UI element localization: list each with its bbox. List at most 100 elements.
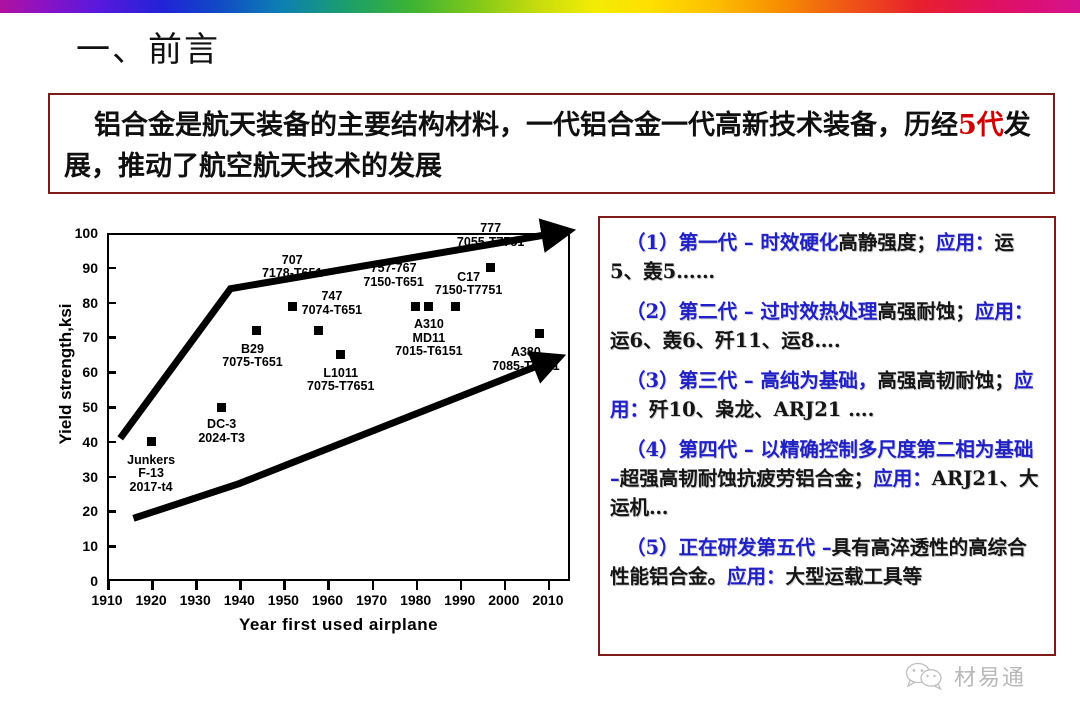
x-tick-label: 2000 xyxy=(488,592,520,608)
y-tick-label: 100 xyxy=(74,225,98,241)
generation-segment: ARJ21、大运机… xyxy=(610,467,1039,519)
x-tick-mark xyxy=(283,581,286,590)
generation-segment: 高强耐蚀； xyxy=(877,300,975,323)
y-tick-mark xyxy=(107,371,116,374)
generation-segment: （4）第四代 – 以精确控制多尺度第二相为基础 – xyxy=(610,438,1034,490)
data-point-marker xyxy=(411,301,421,311)
data-point-label: 757-767 7150-T651 xyxy=(363,261,424,289)
statement-part-1: 铝合金是航天装备的主要结构材料，一代铝合金一代高新技术装备，历经 xyxy=(94,110,958,141)
y-tick-mark xyxy=(107,440,116,444)
data-point-marker xyxy=(336,350,346,360)
y-tick-mark xyxy=(107,266,116,270)
y-tick-mark xyxy=(107,336,116,339)
data-point-marker xyxy=(486,263,496,273)
y-tick-label: 30 xyxy=(82,468,98,485)
x-tick-label: 1940 xyxy=(223,592,255,608)
x-tick-mark xyxy=(107,581,110,590)
x-tick-mark xyxy=(547,581,551,590)
x-tick-mark xyxy=(415,581,419,590)
generation-segment: （3）第三代 – 高纯为基础， xyxy=(626,369,878,392)
y-tick-label: 10 xyxy=(82,538,98,555)
generation-segment: 运6、轰6、歼11、运8…. xyxy=(610,329,841,352)
x-tick-mark xyxy=(151,581,154,590)
x-tick-mark xyxy=(503,581,507,590)
page-title: 一、前言 xyxy=(76,30,220,70)
x-tick-label: 1960 xyxy=(311,592,344,608)
y-tick-mark xyxy=(107,545,116,548)
rainbow-divider-bar xyxy=(0,0,1080,13)
y-tick-label: 60 xyxy=(82,364,98,381)
data-point-label: 747 7074-T651 xyxy=(301,289,363,317)
generation-item-gen-3: （3）第三代 – 高纯为基础，高强高韧耐蚀；应用：歼10、枭龙、ARJ21 …. xyxy=(610,366,1042,424)
data-point-label: L1011 7075-T7651 xyxy=(306,365,375,394)
data-point-label: 707 7178-T651 xyxy=(261,252,323,280)
x-tick-mark xyxy=(327,581,330,590)
statement-text: 铝合金是航天装备的主要结构材料，一代铝合金一代高新技术装备，历经5代发展，推动了… xyxy=(64,105,1039,187)
y-tick-label: 20 xyxy=(82,503,98,520)
yield-strength-chart: 0 10 20 30 40 50 60 70 80 90 100 1910 1920 1930 1940 1… xyxy=(40,214,585,639)
generation-segment: 应用： xyxy=(610,369,1034,421)
data-point-label: DC-3 2024-T3 xyxy=(198,417,245,445)
generations-list: （1）第一代 – 时效硬化高静强度；应用：运5、轰5…… （2）第二代 – 过时效… xyxy=(610,228,1042,591)
y-tick-label: 80 xyxy=(82,294,98,311)
data-point-marker xyxy=(450,301,460,311)
x-axis-title: Year first used airplane xyxy=(238,615,439,634)
y-tick-label: 50 xyxy=(82,399,98,415)
statement-part-2: 发展，推动了航空航天技术的发展 xyxy=(64,110,1031,182)
data-point-label: A380 7085-T7651 xyxy=(492,345,560,373)
data-point-label: C17 7150-T7751 xyxy=(434,269,503,298)
data-point-marker xyxy=(287,301,297,311)
x-tick-label: 1920 xyxy=(135,592,167,608)
generation-segment: 高静强度； xyxy=(838,231,936,254)
watermark: 材易通 xyxy=(905,660,1026,692)
y-tick-label: 0 xyxy=(90,573,98,589)
generation-item-gen-4: （4）第四代 – 以精确控制多尺度第二相为基础 –超强高韧耐蚀抗疲劳铝合金；应用… xyxy=(610,435,1042,522)
x-tick-label: 1990 xyxy=(444,592,476,608)
generation-segment: （2）第二代 – 过时效热处理 xyxy=(626,300,878,323)
data-point-marker xyxy=(314,325,324,335)
x-tick-mark xyxy=(195,581,198,590)
x-tick-label: 1980 xyxy=(400,592,432,608)
y-tick-mark xyxy=(107,510,116,513)
y-tick-label: 40 xyxy=(82,433,98,450)
x-tick-mark xyxy=(459,581,463,590)
statement-box: 铝合金是航天装备的主要结构材料，一代铝合金一代高新技术装备，历经5代发展，推动了… xyxy=(48,93,1055,194)
generation-segment: 大型运载工具等 xyxy=(785,565,923,588)
x-tick-label: 1970 xyxy=(355,592,388,608)
y-tick-mark xyxy=(107,301,116,305)
generation-segment: 应用： xyxy=(974,300,1034,323)
generation-segment: 超强高韧耐蚀抗疲劳铝合金； xyxy=(619,467,874,490)
generation-segment: 歼10、枭龙、ARJ21 …. xyxy=(649,398,875,421)
wechat-icon xyxy=(905,662,947,691)
data-point-marker xyxy=(146,437,156,447)
x-tick-label: 1910 xyxy=(91,592,123,608)
y-tick-mark xyxy=(107,406,116,409)
generation-item-gen-5: （5）正在研发第五代 –具有高淬透性的高综合性能铝合金。应用：大型运载工具等 xyxy=(610,533,1042,591)
x-tick-label: 1930 xyxy=(179,592,211,608)
x-tick-label: 2010 xyxy=(532,592,564,608)
statement-highlight: 5代 xyxy=(958,110,1004,141)
y-axis-title: Yield strength,ksi xyxy=(56,303,75,445)
y-tick-label: 70 xyxy=(82,329,98,346)
x-tick-mark xyxy=(239,581,242,590)
watermark-text: 材易通 xyxy=(954,666,1027,691)
data-point-marker xyxy=(252,325,262,335)
generations-box: （1）第一代 – 时效硬化高静强度；应用：运5、轰5…… （2）第二代 – 过时效… xyxy=(598,216,1056,656)
data-point-marker xyxy=(424,301,434,311)
generation-item-gen-2: （2）第二代 – 过时效热处理高强耐蚀；应用： 运6、轰6、歼11、运8…. xyxy=(610,297,1042,355)
data-point-marker xyxy=(534,329,544,339)
y-tick-mark xyxy=(107,475,116,479)
generation-segment: 高强高韧耐蚀； xyxy=(877,369,1014,392)
x-tick-mark xyxy=(371,581,375,590)
generation-segment: （5）正在研发第五代 – xyxy=(626,536,832,559)
data-point-label: A310 MD11 7015-T6151 xyxy=(395,317,463,359)
generation-segment: 具有高淬透性的高综合性能铝合金。 xyxy=(610,536,1027,588)
generation-segment: 应用： xyxy=(935,231,995,254)
data-point-label: 777 7055-T7751 xyxy=(456,221,525,249)
generation-item-gen-1: （1）第一代 – 时效硬化高静强度；应用：运5、轰5…… xyxy=(610,228,1042,286)
generation-segment: 应用： xyxy=(727,565,786,588)
y-tick-label: 90 xyxy=(82,259,98,276)
data-point-label: Junkers F-13 2017-t4 xyxy=(127,452,176,494)
data-point-marker xyxy=(217,402,227,412)
